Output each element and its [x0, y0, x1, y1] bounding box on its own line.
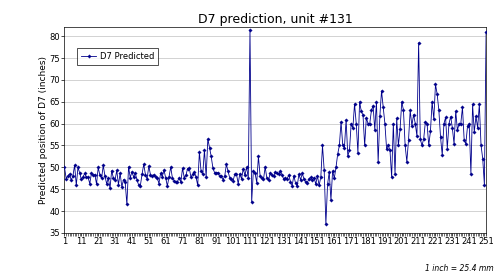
D7 Predicted — [323, 222, 329, 226]
Legend: D7 Predicted: D7 Predicted — [77, 48, 158, 65]
D7 Predicted — [62, 165, 67, 169]
Line: D7 Predicted: D7 Predicted — [63, 28, 488, 226]
D7 Predicted — [350, 127, 356, 130]
D7 Predicted — [318, 175, 324, 179]
D7 Predicted — [483, 30, 489, 33]
D7 Predicted — [227, 176, 233, 179]
D7 Predicted — [313, 182, 319, 186]
Text: 1 inch = 25.4 mm: 1 inch = 25.4 mm — [425, 264, 494, 273]
D7 Predicted — [255, 155, 261, 158]
Title: D7 prediction, unit #131: D7 prediction, unit #131 — [198, 13, 353, 26]
Y-axis label: Predicted position of D7 (inches): Predicted position of D7 (inches) — [39, 56, 48, 204]
D7 Predicted — [382, 122, 388, 125]
D7 Predicted — [247, 28, 253, 31]
